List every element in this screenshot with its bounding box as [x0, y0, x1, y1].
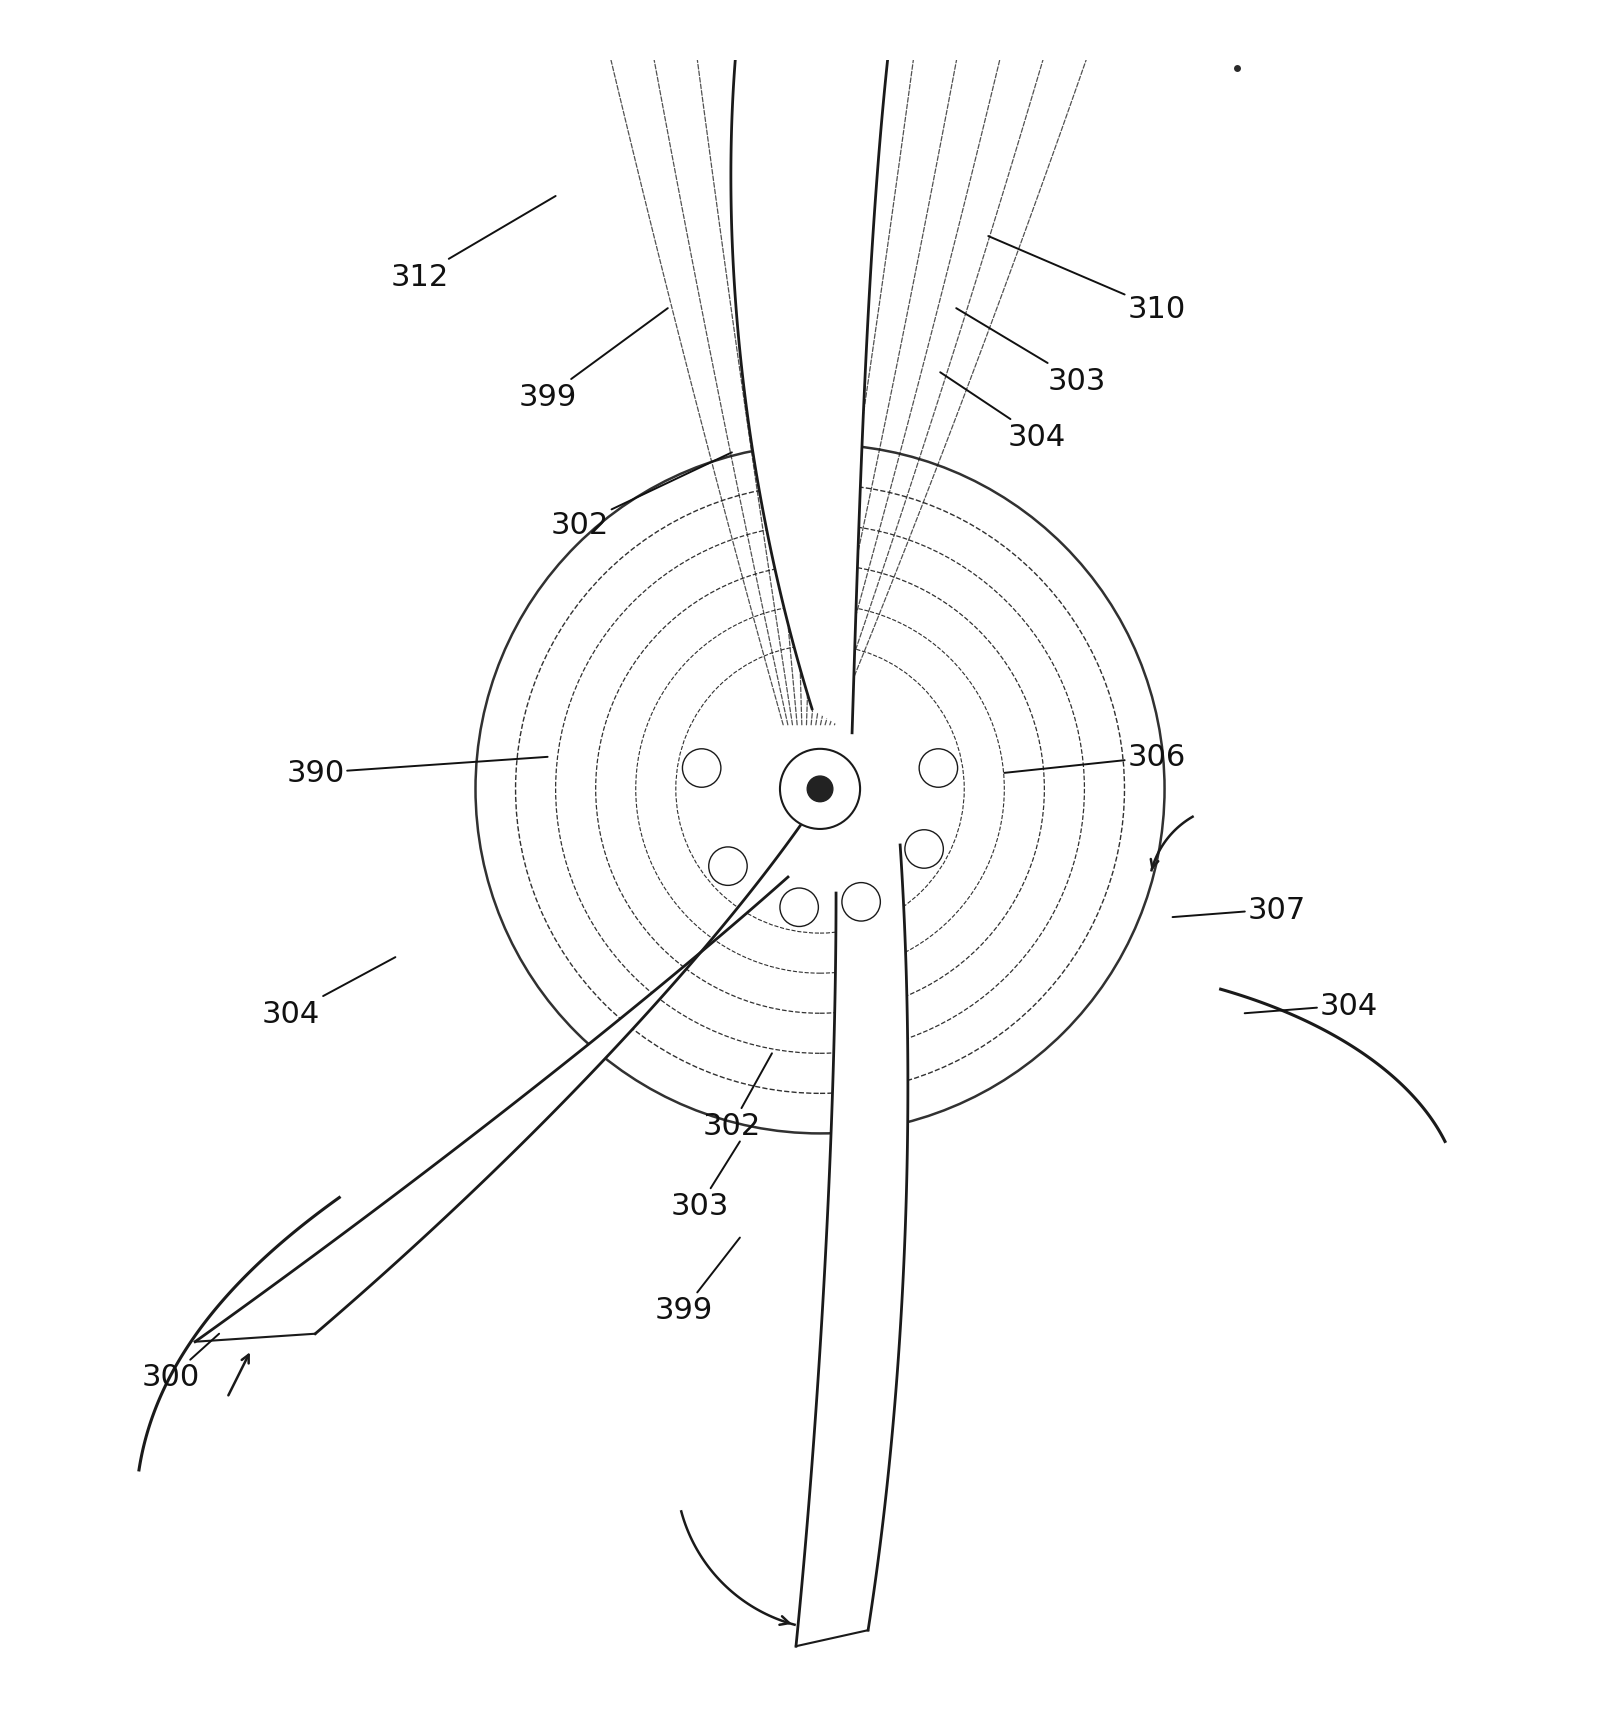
Polygon shape — [731, 12, 892, 734]
Text: 307: 307 — [1172, 894, 1305, 924]
Circle shape — [779, 750, 860, 829]
Circle shape — [807, 777, 832, 803]
Text: 306: 306 — [1004, 743, 1184, 774]
Text: 304: 304 — [262, 958, 395, 1029]
Text: 303: 303 — [956, 308, 1106, 396]
Text: 399: 399 — [517, 308, 667, 412]
Polygon shape — [795, 846, 908, 1645]
Text: 303: 303 — [670, 1142, 739, 1220]
Text: 312: 312 — [391, 196, 556, 291]
Text: 399: 399 — [654, 1237, 739, 1325]
Text: 302: 302 — [702, 1054, 771, 1141]
Text: 390: 390 — [286, 758, 548, 787]
Text: 302: 302 — [550, 453, 731, 539]
Text: 310: 310 — [988, 236, 1184, 324]
Text: 304: 304 — [1244, 991, 1377, 1020]
Polygon shape — [194, 798, 820, 1342]
Text: 300: 300 — [141, 1334, 219, 1392]
Text: 304: 304 — [940, 374, 1065, 451]
